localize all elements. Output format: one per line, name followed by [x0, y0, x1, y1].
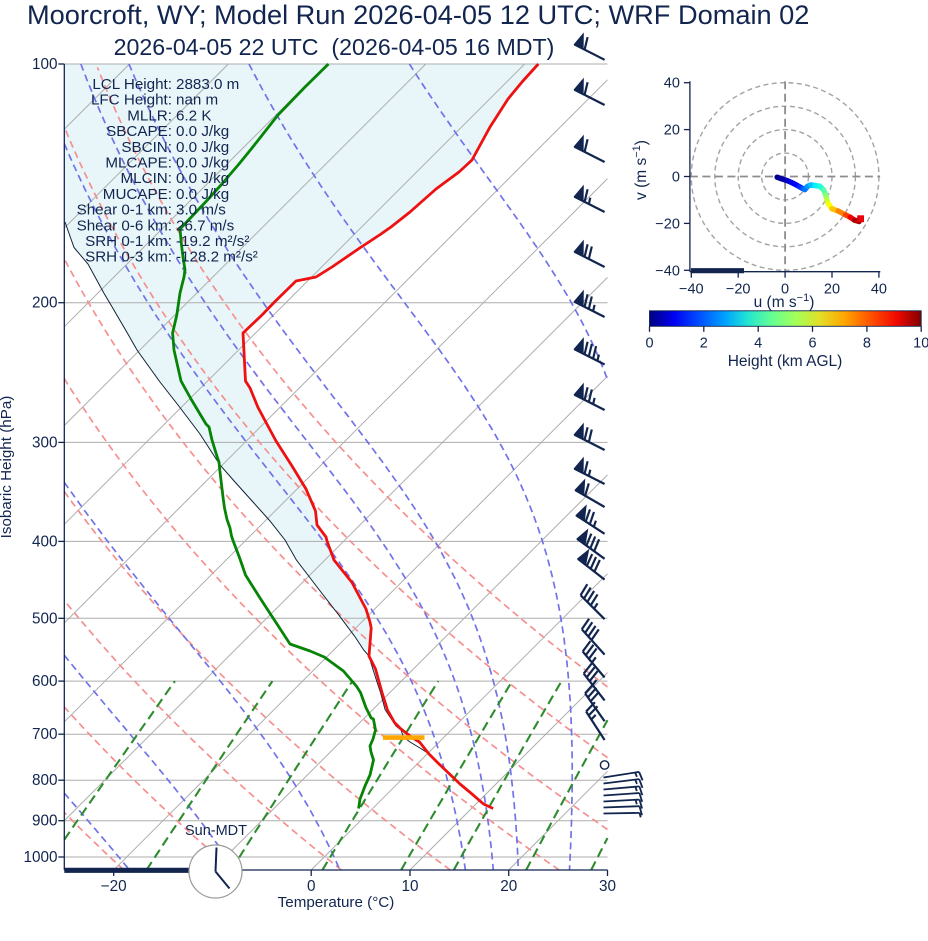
svg-text:0: 0: [307, 878, 316, 895]
svg-text:0.0 J/kg: 0.0 J/kg: [176, 123, 229, 140]
svg-text:20: 20: [664, 123, 680, 139]
svg-text:MLCIN:: MLCIN:: [121, 170, 172, 187]
svg-text:0.0 J/kg: 0.0 J/kg: [176, 139, 229, 156]
svg-text:4: 4: [754, 335, 762, 351]
svg-text:Shear 0-6 km:: Shear 0-6 km:: [77, 217, 172, 234]
svg-text:nan m: nan m: [176, 92, 218, 109]
svg-text:Temperature (°C): Temperature (°C): [278, 894, 395, 911]
svg-text:400: 400: [32, 533, 58, 550]
svg-text:10: 10: [401, 878, 418, 895]
svg-text:40: 40: [871, 282, 887, 298]
svg-text:200: 200: [32, 295, 58, 312]
svg-text:0: 0: [781, 282, 789, 298]
svg-text:SRH 0-1 km:: SRH 0-1 km:: [85, 233, 172, 250]
svg-text:0.0 J/kg: 0.0 J/kg: [176, 186, 229, 203]
svg-text:20: 20: [824, 282, 840, 298]
svg-text:0.0 J/kg: 0.0 J/kg: [176, 170, 229, 187]
svg-text:Shear 0-1 km:: Shear 0-1 km:: [77, 202, 172, 219]
svg-text:LFC Height:: LFC Height:: [91, 92, 172, 109]
svg-text:30: 30: [599, 878, 616, 895]
svg-text:Sun-MDT: Sun-MDT: [185, 823, 247, 839]
svg-text:1000: 1000: [23, 849, 57, 866]
svg-text:20: 20: [500, 878, 517, 895]
svg-text:6: 6: [808, 335, 816, 351]
svg-text:SBCIN:: SBCIN:: [121, 139, 172, 156]
svg-text:100: 100: [32, 56, 58, 73]
svg-text:500: 500: [32, 610, 58, 627]
svg-text:3.0 m/s: 3.0 m/s: [176, 202, 226, 219]
svg-text:−20: −20: [655, 216, 680, 232]
svg-text:MLCAPE:: MLCAPE:: [105, 155, 172, 172]
svg-text:−40: −40: [655, 263, 680, 279]
svg-text:MUCAPE:: MUCAPE:: [103, 186, 172, 203]
svg-text:10: 10: [913, 335, 928, 351]
svg-text:LCL Height:: LCL Height:: [92, 76, 172, 93]
svg-text:26.7 m/s: 26.7 m/s: [176, 217, 235, 234]
svg-text:600: 600: [32, 673, 58, 690]
svg-text:Isobaric Height (hPa): Isobaric Height (hPa): [0, 396, 15, 539]
svg-text:−20: −20: [726, 282, 751, 298]
svg-text:Moorcroft, WY; Model Run 2026-: Moorcroft, WY; Model Run 2026-04-05 12 U…: [27, 0, 809, 30]
svg-text:0.0 J/kg: 0.0 J/kg: [176, 155, 229, 172]
svg-text:−40: −40: [679, 282, 704, 298]
svg-text:-128.2 m²/s²: -128.2 m²/s²: [176, 249, 258, 266]
svg-text:2: 2: [700, 335, 708, 351]
svg-text:8: 8: [863, 335, 871, 351]
svg-text:-19.2 m²/s²: -19.2 m²/s²: [176, 233, 249, 250]
svg-text:2026-04-05 22 UTC (2026-04-05: 2026-04-05 22 UTC (2026-04-05 16 MDT): [114, 34, 555, 60]
svg-text:300: 300: [32, 434, 58, 451]
svg-text:SBCAPE:: SBCAPE:: [106, 123, 172, 140]
svg-text:700: 700: [32, 726, 58, 743]
svg-text:SRH 0-3 km:: SRH 0-3 km:: [85, 249, 172, 266]
svg-text:0: 0: [672, 170, 680, 186]
svg-text:800: 800: [32, 772, 58, 789]
svg-text:MLLR:: MLLR:: [127, 107, 172, 124]
svg-text:−20: −20: [101, 878, 127, 895]
svg-text:2883.0 m: 2883.0 m: [176, 76, 239, 93]
svg-text:Height (km AGL): Height (km AGL): [728, 353, 843, 370]
svg-text:900: 900: [32, 813, 58, 830]
svg-text:0: 0: [645, 335, 653, 351]
svg-text:6.2 K: 6.2 K: [176, 107, 211, 124]
svg-text:40: 40: [664, 76, 680, 92]
